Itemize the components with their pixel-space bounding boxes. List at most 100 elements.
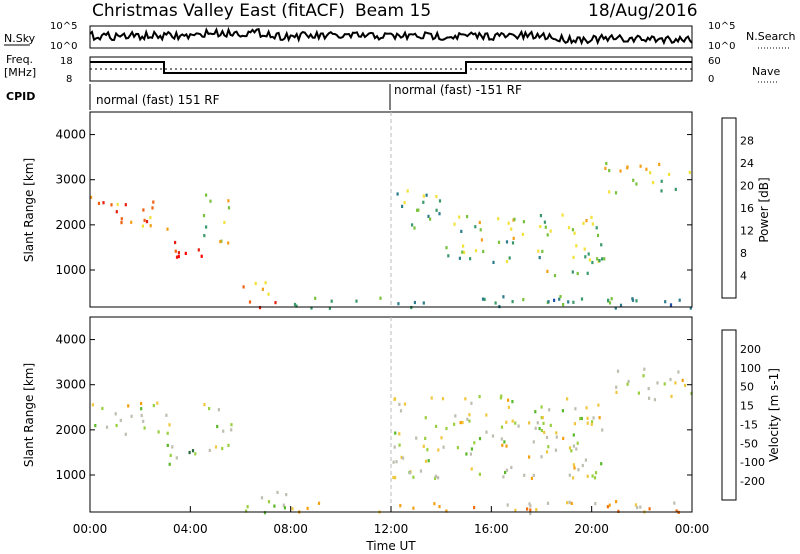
scatter-cell <box>149 224 152 228</box>
scatter-cell <box>426 448 429 452</box>
scatter-cell <box>127 404 130 408</box>
ytick-label: 2000 <box>55 218 86 232</box>
scatter-cell <box>379 296 382 300</box>
scatter-cell <box>585 219 588 223</box>
scatter-cell <box>393 397 397 401</box>
scatter-cell <box>90 195 93 199</box>
scatter-cell <box>684 383 687 388</box>
scatter-cell <box>219 240 222 244</box>
scatter-cell <box>500 425 504 429</box>
scatter-cell <box>581 463 584 468</box>
scatter-cell <box>522 298 525 302</box>
scatter-cell <box>260 496 264 500</box>
scatter-cell <box>227 206 231 210</box>
scatter-cell <box>140 401 143 406</box>
scatter-cell <box>505 468 509 472</box>
scatter-cell <box>143 218 146 222</box>
scatter-cell <box>575 447 578 451</box>
scatter-cell <box>242 285 245 289</box>
scatter-cell <box>523 473 526 477</box>
scatter-cell <box>631 298 635 302</box>
scatter-cell <box>478 220 481 225</box>
scatter-cell <box>639 505 642 509</box>
scatter-cell <box>470 401 473 405</box>
colorbar-tick-label: 20 <box>740 180 754 193</box>
ytick-label: 1000 <box>55 263 86 277</box>
scatter-cell <box>660 179 663 183</box>
scatter-cell <box>459 421 462 425</box>
scatter-cell <box>601 257 604 261</box>
scatter-cell <box>261 287 264 291</box>
scatter-cell <box>422 200 425 204</box>
scatter-cell <box>177 251 180 255</box>
ytick-label: 4000 <box>55 333 86 347</box>
scatter-cell <box>511 400 514 404</box>
nsky-trace <box>89 26 693 46</box>
scatter-cell <box>559 295 562 299</box>
colorbar-frame <box>721 329 737 501</box>
scatter-cell <box>435 424 438 428</box>
scatter-cell <box>543 220 546 224</box>
scatter-cell <box>149 216 152 220</box>
scatter-cell <box>670 394 673 398</box>
xtick-label: 12:00 <box>374 522 409 536</box>
nave-tick-bottom: 0 <box>708 74 714 85</box>
scatter-cell <box>573 422 576 426</box>
scatter-cell <box>656 381 659 385</box>
scatter-cell <box>570 501 573 505</box>
scatter-cell <box>546 269 549 273</box>
scatter-cell <box>416 208 419 212</box>
scatter-cell <box>617 509 620 513</box>
scatter-cell <box>479 228 482 232</box>
scatter-cell <box>152 200 155 204</box>
scatter-cell <box>102 201 105 205</box>
scatter-cell <box>619 169 622 173</box>
freq-tick-top: 18 <box>60 56 73 67</box>
scatter-cell <box>505 259 509 264</box>
scatter-cell <box>594 502 597 506</box>
scatter-cell <box>469 257 472 261</box>
scatter-cell <box>540 416 543 420</box>
scatter-cell <box>152 404 155 408</box>
scatter-cell <box>140 407 143 411</box>
scatter-cell <box>223 220 226 225</box>
scatter-cell <box>566 501 569 505</box>
beam-label: Beam 15 <box>355 1 431 21</box>
scatter-cell <box>497 240 501 244</box>
scatter-cell <box>586 271 589 275</box>
ytick-label: 4000 <box>55 128 86 142</box>
scatter-cell <box>586 474 589 478</box>
scatter-cell <box>248 300 252 304</box>
ytick-label: 3000 <box>55 173 86 187</box>
scatter-cell <box>635 182 638 186</box>
scatter-cell <box>575 244 578 248</box>
scatter-cell <box>596 233 600 237</box>
scatter-cell <box>574 407 577 411</box>
scatter-cell <box>545 450 549 454</box>
date-label: 18/Aug/2016 <box>588 1 698 21</box>
scatter-cell <box>561 213 564 217</box>
scatter-cell <box>549 229 552 233</box>
scatter-cell <box>422 194 425 198</box>
scatter-cell <box>532 440 535 444</box>
scatter-cell <box>245 509 248 513</box>
scatter-cell <box>403 402 407 406</box>
scatter-cell <box>678 298 681 302</box>
scatter-cell <box>485 430 488 434</box>
scatter-cell <box>166 431 169 435</box>
scatter-cell <box>663 382 666 386</box>
scatter-cell <box>505 420 508 424</box>
colorbar-frame <box>721 117 737 299</box>
scatter-cell <box>597 403 600 407</box>
scatter-cell <box>590 422 593 426</box>
scatter-cell <box>115 210 118 214</box>
scatter-cell <box>417 208 420 212</box>
scatter-cell <box>474 249 478 253</box>
xtick-label: 08:00 <box>273 522 308 536</box>
scatter-cell <box>568 500 571 504</box>
scatter-cell <box>500 394 503 398</box>
scatter-cell <box>177 254 180 259</box>
scatter-cell <box>522 220 525 224</box>
colorbar-tick-label: 15 <box>740 400 754 413</box>
scatter-cell <box>572 463 575 467</box>
